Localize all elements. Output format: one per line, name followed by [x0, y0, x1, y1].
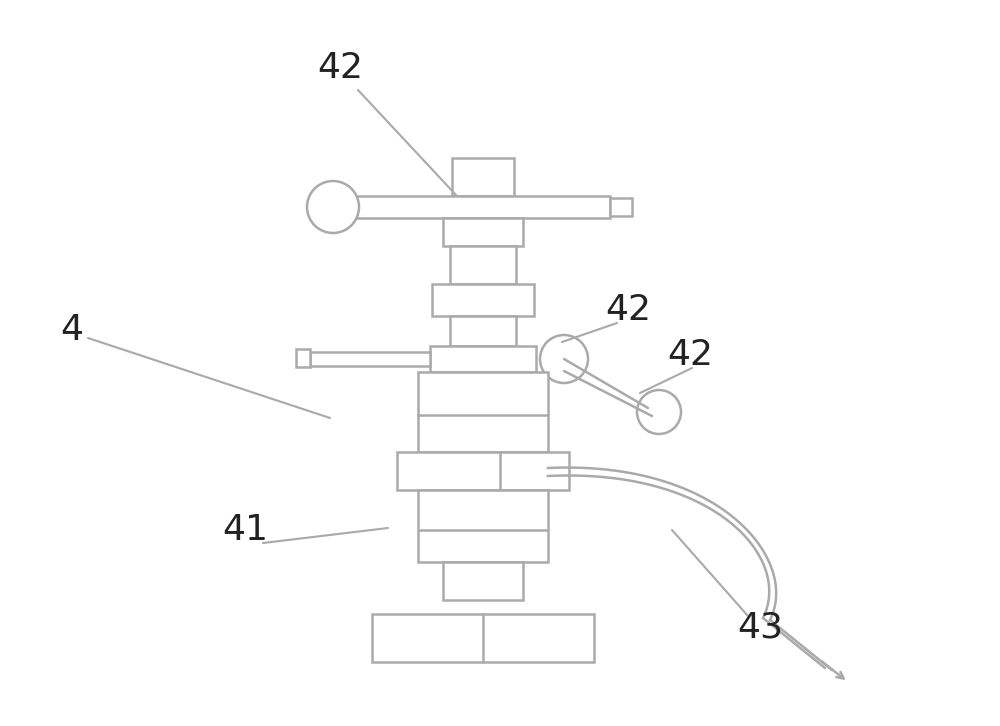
Bar — [432, 284, 534, 316]
Circle shape — [637, 390, 681, 434]
Bar — [310, 352, 430, 366]
Circle shape — [307, 181, 359, 233]
Text: 42: 42 — [605, 293, 651, 327]
Text: 42: 42 — [667, 338, 713, 372]
Text: 43: 43 — [737, 611, 783, 645]
Text: 4: 4 — [60, 313, 84, 347]
Text: 41: 41 — [222, 513, 268, 547]
Bar — [450, 316, 516, 346]
Bar — [452, 158, 514, 196]
Bar — [355, 196, 610, 218]
Bar — [418, 490, 548, 562]
Bar — [450, 246, 516, 284]
Bar — [296, 349, 310, 367]
Bar — [443, 562, 523, 600]
Bar — [418, 372, 548, 452]
Bar — [443, 218, 523, 246]
Bar — [397, 452, 569, 490]
Bar — [372, 614, 594, 662]
Bar — [610, 198, 632, 216]
Bar — [430, 346, 536, 372]
Text: 42: 42 — [317, 51, 363, 85]
Circle shape — [540, 335, 588, 383]
